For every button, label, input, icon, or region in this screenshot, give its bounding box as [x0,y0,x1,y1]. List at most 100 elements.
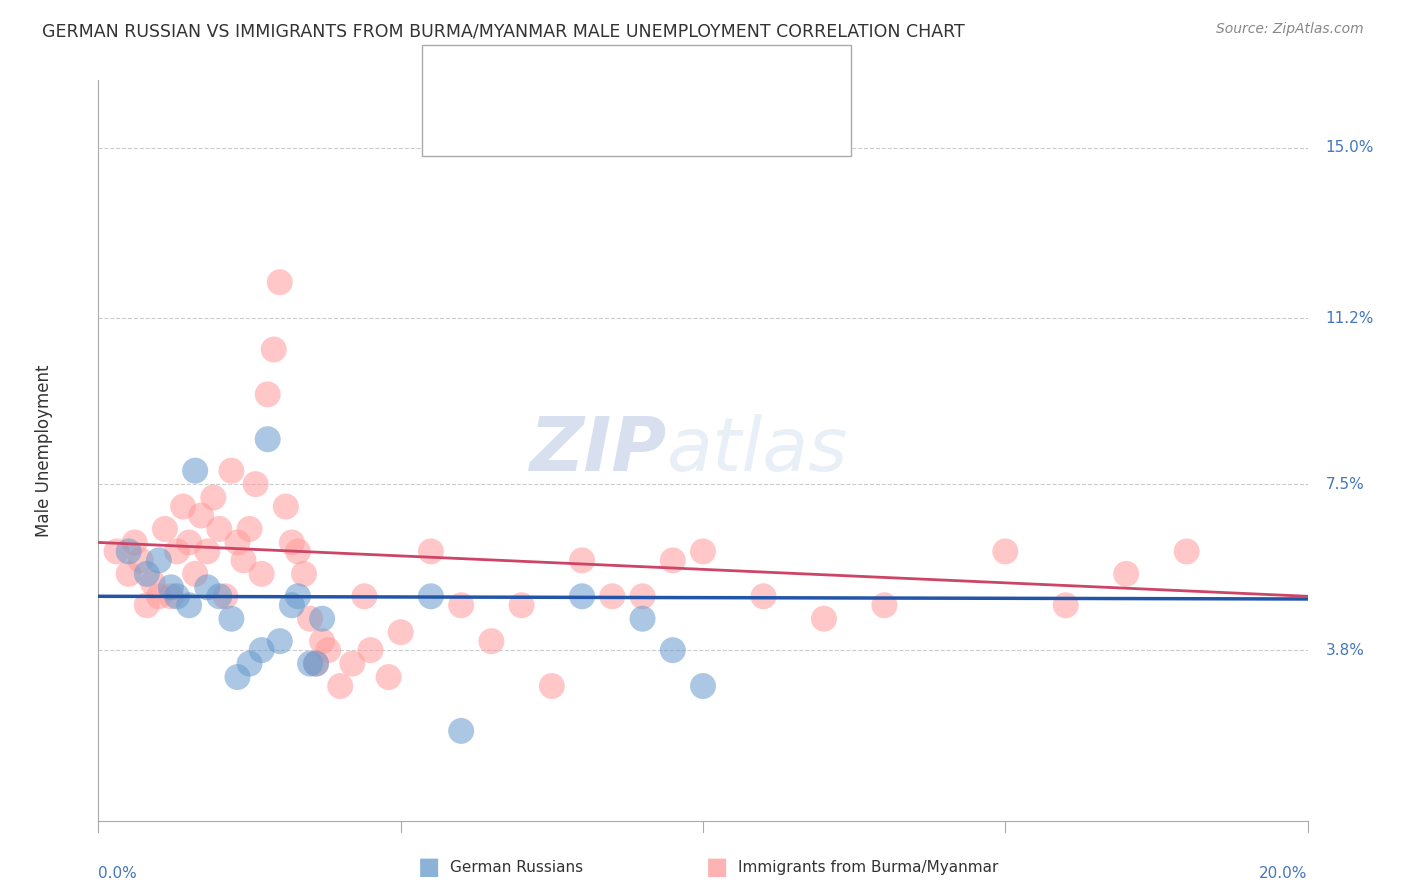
Text: 58: 58 [634,120,655,134]
Point [160,589,183,603]
Point [752,589,775,603]
Text: 26: 26 [634,69,655,83]
Point [166,589,188,603]
Point [353,589,375,603]
Point [631,589,654,603]
Point [214,589,236,603]
Text: -0.003: -0.003 [517,69,572,83]
Point [420,544,443,558]
Point [256,432,278,446]
Point [420,589,443,603]
Text: GERMAN RUSSIAN VS IMMIGRANTS FROM BURMA/MYANMAR MALE UNEMPLOYMENT CORRELATION CH: GERMAN RUSSIAN VS IMMIGRANTS FROM BURMA/… [42,22,965,40]
Point [226,535,249,549]
Text: 15.0%: 15.0% [1326,140,1374,155]
Point [142,575,165,590]
Point [450,599,472,613]
Point [571,553,593,567]
Point [148,553,170,567]
Point [208,589,231,603]
Point [239,522,262,536]
Point [195,544,218,558]
Point [329,679,352,693]
Point [311,634,333,648]
Point [305,657,328,671]
Point [232,553,254,567]
Point [250,566,273,581]
Point [661,643,683,657]
Point [510,599,533,613]
Text: 0.0%: 0.0% [98,865,138,880]
Point [281,535,304,549]
Point [245,477,267,491]
Text: 3.8%: 3.8% [1326,642,1365,657]
Point [571,589,593,603]
Point [118,544,141,558]
Point [184,464,207,478]
Text: German Russians: German Russians [450,860,583,874]
Point [263,343,285,357]
Point [269,275,291,289]
Point [179,535,201,549]
Point [377,670,399,684]
Point [316,643,339,657]
Text: atlas: atlas [666,415,848,486]
Point [1115,566,1137,581]
Point [226,670,249,684]
Point [250,643,273,657]
Text: ■: ■ [418,855,440,879]
Point [813,612,835,626]
Text: N =: N = [600,69,634,83]
Text: ■: ■ [706,855,728,879]
Point [129,553,152,567]
Text: -0.060: -0.060 [517,120,572,134]
Point [287,589,309,603]
Point [360,643,382,657]
Point [221,464,243,478]
Point [148,589,170,603]
Point [135,566,157,581]
Point [274,500,297,514]
Point [692,544,714,558]
Point [221,612,243,626]
Text: R =: R = [481,69,515,83]
Point [184,566,207,581]
Point [481,634,503,648]
Point [281,599,304,613]
Point [287,544,309,558]
Point [179,599,201,613]
Point [292,566,315,581]
Point [450,723,472,738]
Point [994,544,1017,558]
Point [389,625,412,640]
Point [631,612,654,626]
Text: Source: ZipAtlas.com: Source: ZipAtlas.com [1216,22,1364,37]
Point [190,508,212,523]
Point [305,657,328,671]
Point [602,589,624,603]
Point [342,657,364,671]
Point [239,657,262,671]
Point [299,657,322,671]
Point [540,679,562,693]
Text: Immigrants from Burma/Myanmar: Immigrants from Burma/Myanmar [738,860,998,874]
Point [269,634,291,648]
Point [105,544,128,558]
Text: 11.2%: 11.2% [1326,310,1374,326]
Point [160,580,183,594]
Point [172,500,194,514]
Point [153,522,176,536]
Point [692,679,714,693]
Text: 7.5%: 7.5% [1326,476,1364,491]
Point [202,491,225,505]
Point [124,535,146,549]
Text: ■: ■ [446,64,468,87]
Point [873,599,896,613]
Point [166,544,188,558]
Point [135,599,157,613]
Point [299,612,322,626]
Point [311,612,333,626]
Text: Male Unemployment: Male Unemployment [35,364,53,537]
Text: ZIP: ZIP [530,414,666,487]
Point [118,566,141,581]
Point [256,387,278,401]
